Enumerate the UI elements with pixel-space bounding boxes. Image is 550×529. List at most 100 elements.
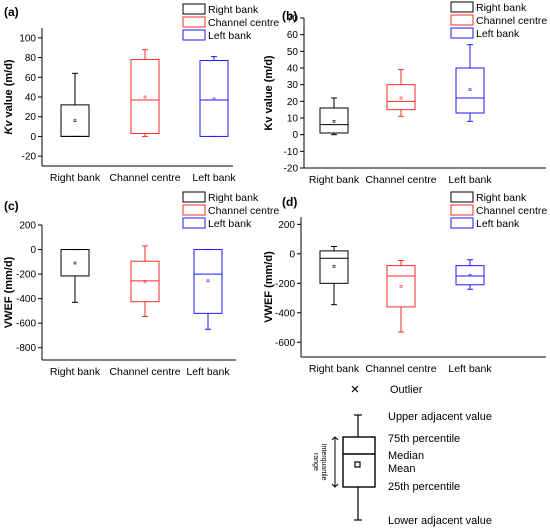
y-tick-label: -800 — [16, 343, 36, 354]
y-tick-label: -10 — [284, 147, 299, 158]
y-tick-label: 80 — [25, 53, 37, 64]
legend-label: Channel centre — [476, 15, 547, 27]
iqr-box — [60, 249, 90, 277]
iqr-box — [455, 67, 485, 114]
legend-swatch — [182, 16, 206, 28]
y-tick-label: 70 — [287, 14, 299, 25]
y-tick-label: 40 — [25, 93, 37, 104]
mean-marker — [399, 284, 403, 288]
legend-swatch — [182, 191, 206, 203]
legend-label: Channel centre — [208, 17, 279, 29]
iqr-label: Interquartile — [320, 444, 327, 481]
x-tick-label: Right bank — [309, 363, 360, 375]
mean-marker — [73, 261, 77, 265]
p75-label: 75th percentile — [388, 433, 460, 445]
y-tick-label: -400 — [16, 294, 36, 305]
x-tick-label: Left bank — [448, 363, 492, 375]
median-label: Median — [388, 450, 424, 462]
iqr-box — [130, 59, 160, 134]
y-tick-label: 20 — [287, 97, 299, 108]
mean-marker — [332, 120, 336, 123]
legend-swatch — [450, 217, 474, 229]
y-tick-label: -200 — [16, 270, 36, 281]
box-1 — [60, 249, 90, 303]
legend-swatch — [450, 14, 474, 26]
x-tick-label: Channel centre — [109, 366, 180, 378]
iqr-box — [386, 84, 416, 111]
legend-label: Left bank — [476, 28, 520, 40]
upper-adjacent-label: Upper adjacent value — [388, 411, 492, 423]
x-tick-label: Right bank — [309, 174, 360, 186]
mean-marker — [468, 88, 472, 91]
legend-label: Channel centre — [476, 205, 547, 217]
iqr-box — [130, 260, 160, 303]
legend-label: Left bank — [208, 218, 252, 230]
y-tick-label: -200 — [275, 279, 295, 290]
box-1 — [319, 245, 349, 306]
y-tick-label: -600 — [16, 319, 36, 330]
y-axis-label: VWEF (mm/d) — [3, 256, 15, 328]
key-mean-marker — [354, 461, 361, 468]
legend-swatch — [450, 204, 474, 216]
y-tick-label: 200 — [278, 220, 295, 231]
box-2 — [130, 245, 160, 317]
y-tick-label: 10 — [287, 114, 299, 125]
mean-marker — [332, 265, 336, 268]
legend-swatch — [182, 217, 206, 229]
x-tick-label: Left bank — [192, 172, 236, 184]
y-tick-label: 50 — [287, 47, 299, 58]
iqr-box — [60, 104, 90, 137]
x-tick-label: Left bank — [186, 366, 230, 378]
y-axis-label: Kv value (m/d) — [263, 55, 275, 131]
lower-adjacent-label: Lower adjacent value — [388, 515, 492, 527]
outlier-label: Outlier — [390, 384, 423, 396]
box-3 — [455, 259, 485, 290]
box-3 — [193, 249, 223, 330]
panel-2: (b) -20 -10 0 10 20 30 40 50 60 70 Kv value (m/d) Ri… — [263, 1, 547, 186]
legend-label: Right bank — [208, 192, 259, 204]
legend-swatch — [182, 3, 206, 15]
iqr-box — [319, 107, 349, 134]
y-tick-label: 100 — [19, 33, 36, 44]
legend-label: Left bank — [208, 30, 252, 42]
iqr-box — [455, 265, 485, 286]
iqr-label: range — [312, 453, 319, 471]
legend-swatch — [450, 191, 474, 203]
y-tick-label: 60 — [287, 30, 299, 41]
box-2 — [386, 259, 416, 333]
y-axis-label: Kv value (m/d) — [3, 59, 15, 135]
mean-marker — [143, 95, 147, 99]
box-2 — [130, 49, 160, 137]
x-tick-label: Right bank — [50, 172, 101, 184]
y-tick-label: 40 — [287, 64, 299, 75]
p25-label: 25th percentile — [388, 481, 460, 493]
legend-swatch — [182, 204, 206, 216]
iqr-arrow — [331, 436, 339, 488]
legend-swatch — [450, 1, 474, 13]
legend-label: Left bank — [476, 218, 520, 230]
mean-marker — [73, 119, 77, 122]
y-tick-label: 0 — [30, 132, 36, 143]
box-1 — [60, 72, 90, 137]
panel-1: (a) -20 0 20 40 60 80 100 Kv value (m/d) Right ba… — [3, 3, 279, 184]
panel-label: (c) — [4, 199, 19, 213]
mean-marker — [399, 96, 403, 100]
legend-label: Right bank — [476, 2, 527, 14]
iqr-box — [386, 265, 416, 308]
y-tick-label: 0 — [289, 249, 295, 260]
panel-label: (b) — [282, 9, 297, 23]
box-2 — [386, 69, 416, 117]
x-tick-label: Left bank — [448, 174, 492, 186]
x-tick-label: Channel centre — [365, 174, 436, 186]
box-3 — [455, 44, 485, 122]
panel-label: (d) — [282, 195, 297, 209]
iqr-box — [319, 250, 349, 284]
box-3 — [199, 56, 229, 137]
mean-marker — [212, 97, 216, 101]
y-tick-label: 0 — [292, 130, 298, 141]
y-tick-label: 20 — [25, 112, 37, 123]
x-tick-label: Channel centre — [365, 363, 436, 375]
legend-label: Channel centre — [208, 205, 279, 217]
mean-label: Mean — [388, 463, 416, 475]
